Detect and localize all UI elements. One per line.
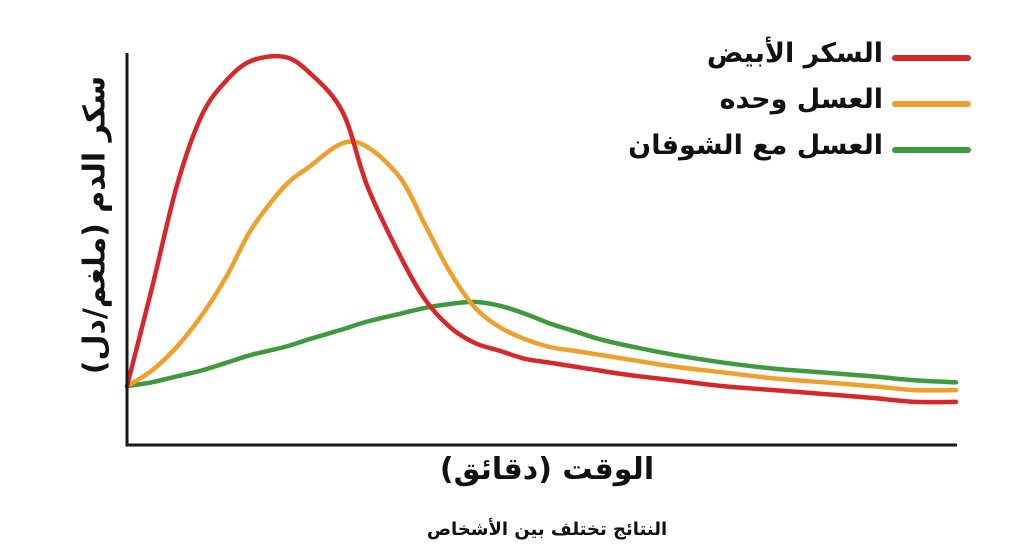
legend-label-honey-alone: العسل وحده bbox=[719, 84, 883, 115]
legend-label-honey-with-oats: العسل مع الشوفان bbox=[628, 130, 883, 161]
legend-swatches bbox=[892, 55, 971, 153]
series-lines bbox=[124, 53, 959, 405]
legend-label-white-sugar: السكر الأبيض bbox=[706, 38, 883, 69]
x-axis-label: الوقت (دقائق) bbox=[439, 452, 655, 487]
series-line-honey-alone bbox=[124, 139, 959, 393]
series-line-white-sugar bbox=[124, 53, 959, 405]
y-axis-label: سكر الدم (ملغم/دل) bbox=[77, 75, 113, 375]
footnote: النتائج تختلف بين الأشخاص bbox=[426, 519, 668, 540]
series-line-honey-with-oats bbox=[124, 299, 959, 389]
